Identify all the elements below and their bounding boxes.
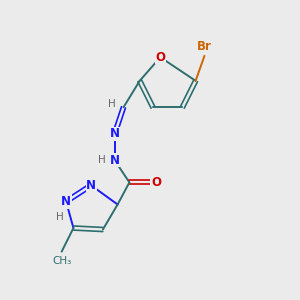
Text: H: H: [56, 212, 64, 222]
Text: O: O: [155, 51, 165, 64]
Text: N: N: [61, 195, 71, 208]
Text: CH₃: CH₃: [52, 256, 71, 266]
Text: Br: Br: [197, 40, 212, 53]
Text: N: N: [110, 127, 120, 140]
Text: N: N: [86, 179, 96, 192]
Text: N: N: [110, 154, 120, 167]
Text: H: H: [107, 99, 115, 110]
Text: H: H: [98, 155, 106, 165]
Text: O: O: [151, 176, 161, 189]
